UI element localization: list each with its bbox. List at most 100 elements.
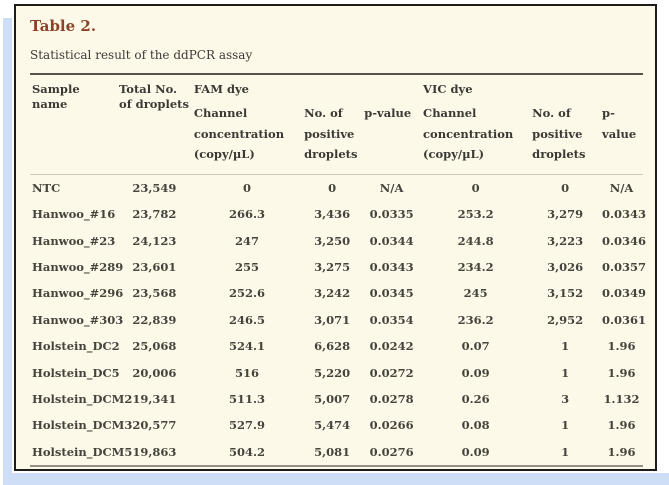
- value-cell: 20,006: [132, 365, 177, 380]
- value-cell: 0: [242, 180, 251, 195]
- value-cell: 2,952: [547, 312, 584, 327]
- sample-name-cell: Hanwoo_#16: [32, 207, 116, 222]
- table-row: Hanwoo_#303 22,839 246.5 3,071 0.0354 236.2 2,…: [30, 307, 647, 333]
- table-row: Holstein_DCM2 19,341 511.3 5,007 0.0278 0.26 3…: [30, 386, 643, 412]
- value-cell: 0.07: [461, 339, 490, 354]
- value-cell: 0.0345: [369, 286, 414, 301]
- table-row: Hanwoo_#23 24,123 247 3,250 0.0344 244.8 3,223…: [30, 228, 646, 254]
- value-cell: 1: [561, 444, 570, 459]
- value-cell: 5,474: [314, 418, 351, 433]
- value-cell: 247: [234, 233, 259, 248]
- sample-name-cell: Hanwoo_#303: [32, 312, 124, 327]
- value-cell: 3,250: [314, 233, 351, 248]
- value-cell: 0.0266: [369, 418, 414, 433]
- value-cell: 253.2: [457, 207, 494, 222]
- value-cell: 234.2: [457, 260, 494, 275]
- value-cell: 527.9: [228, 418, 265, 433]
- value-cell: 25,068: [132, 339, 177, 354]
- col-header-vic-positive-droplets: No. of positive droplets: [532, 105, 586, 162]
- col-header-fam-positive-droplets: No. of positive droplets: [304, 105, 358, 162]
- table-row: NTC 23,549 0 0 N/A 0 0 N/A: [30, 175, 643, 202]
- value-cell: 24,123: [132, 233, 177, 248]
- table-row: Hanwoo_#289 23,601 255 3,275 0.0343 234.2 3,02…: [30, 254, 646, 280]
- left-accent-strip: [3, 18, 12, 485]
- value-cell: 3,026: [547, 260, 584, 275]
- value-cell: 3,223: [547, 233, 584, 248]
- value-cell: 22,839: [132, 312, 177, 327]
- value-cell: 246.5: [228, 312, 265, 327]
- value-cell: 255: [234, 260, 259, 275]
- value-cell: 23,782: [132, 207, 177, 222]
- value-cell: 5,007: [314, 392, 351, 406]
- value-cell: 266.3: [228, 207, 265, 222]
- value-cell: 1.132: [603, 392, 640, 406]
- value-cell: 504.2: [228, 444, 265, 459]
- value-cell: 0: [471, 180, 480, 195]
- group-header-fam-dye: FAM dye: [193, 82, 249, 96]
- value-cell: 236.2: [457, 312, 494, 327]
- sample-name-cell: Holstein_DCM3: [32, 418, 133, 433]
- sample-name-cell: Holstein_DCM2: [32, 392, 133, 406]
- value-cell: 244.8: [457, 233, 494, 248]
- value-cell: 511.3: [228, 392, 265, 406]
- value-cell: 0.0276: [369, 444, 414, 459]
- column-header-row: Channel concentration (copy/µL) No. of p…: [30, 100, 643, 175]
- col-header-total-droplets: Total No. of droplets: [119, 82, 189, 111]
- value-cell: 252.6: [228, 286, 265, 301]
- value-cell: 3: [561, 392, 570, 406]
- value-cell: 0: [561, 180, 570, 195]
- value-cell: 516: [234, 365, 259, 380]
- table-body: NTC 23,549 0 0 N/A 0 0 N/A Hanwoo_#16 23,782 266.3…: [30, 175, 647, 467]
- value-cell: 0.0361: [602, 312, 647, 327]
- value-cell: 0.0242: [369, 339, 414, 354]
- col-header-fam-concentration: Channel concentration (copy/µL): [193, 105, 285, 162]
- value-cell: 0.0272: [369, 365, 414, 380]
- value-cell: N/A: [379, 180, 404, 195]
- value-cell: 23,549: [132, 180, 177, 195]
- bottom-accent-bar: [3, 473, 669, 485]
- value-cell: 0.0354: [369, 312, 414, 327]
- value-cell: 6,628: [314, 339, 351, 354]
- value-cell: 19,341: [132, 392, 177, 406]
- table-row: Hanwoo_#296 23,568 252.6 3,242 0.0345 245 3,15…: [30, 281, 647, 307]
- group-header-row: Sample name Total No. of droplets FAM dy…: [30, 74, 643, 111]
- value-cell: 5,081: [314, 444, 351, 459]
- table-row: Hanwoo_#16 23,782 266.3 3,436 0.0335 253.2 3,2…: [30, 201, 647, 227]
- sample-name-cell: Holstein_DCM5: [32, 444, 133, 459]
- table-header: Sample name Total No. of droplets FAM dy…: [30, 74, 643, 175]
- table-caption: Statistical result of the ddPCR assay: [30, 48, 253, 62]
- value-cell: 1.96: [607, 418, 636, 433]
- value-cell: 3,071: [314, 312, 351, 327]
- col-header-sample-name: Sample name: [32, 82, 80, 111]
- value-cell: 23,601: [132, 260, 177, 275]
- sample-name-cell: Hanwoo_#296: [32, 286, 124, 301]
- value-cell: 3,152: [547, 286, 584, 301]
- value-cell: 0.09: [461, 365, 490, 380]
- value-cell: 3,242: [314, 286, 351, 301]
- col-header-vic-p-value: p-value: [602, 105, 637, 141]
- value-cell: 245: [463, 286, 488, 301]
- value-cell: 5,220: [314, 365, 351, 380]
- value-cell: 19,863: [132, 444, 177, 459]
- value-cell: 3,436: [314, 207, 351, 222]
- value-cell: 1: [561, 418, 570, 433]
- table-row: Holstein_DC2 25,068 524.1 6,628 0.0242 0.07 1 1…: [30, 333, 643, 359]
- table-title: Table 2.: [30, 17, 97, 35]
- value-cell: 20,577: [132, 418, 177, 433]
- sample-name-cell: NTC: [32, 180, 61, 195]
- value-cell: 0.08: [461, 418, 490, 433]
- group-header-vic-spacer: [530, 74, 643, 100]
- table-row: Holstein_DCM3 20,577 527.9 5,474 0.0266 0.08 1…: [30, 413, 643, 439]
- ddpcr-results-table: Sample name Total No. of droplets FAM dy…: [30, 73, 647, 467]
- value-cell: 3,279: [547, 207, 584, 222]
- value-cell: 0.0343: [369, 260, 414, 275]
- value-cell: 3,275: [314, 260, 351, 275]
- value-cell: 0.0349: [602, 286, 647, 301]
- col-header-fam-p-value: p-value: [364, 105, 412, 120]
- value-cell: 0.0343: [602, 207, 647, 222]
- value-cell: 0.26: [461, 392, 490, 406]
- group-header-fam-spacer: [302, 74, 421, 100]
- table-row: Holstein_DC5 20,006 516 5,220 0.0272 0.09 1 1.9…: [30, 360, 643, 386]
- value-cell: 1.96: [607, 444, 636, 459]
